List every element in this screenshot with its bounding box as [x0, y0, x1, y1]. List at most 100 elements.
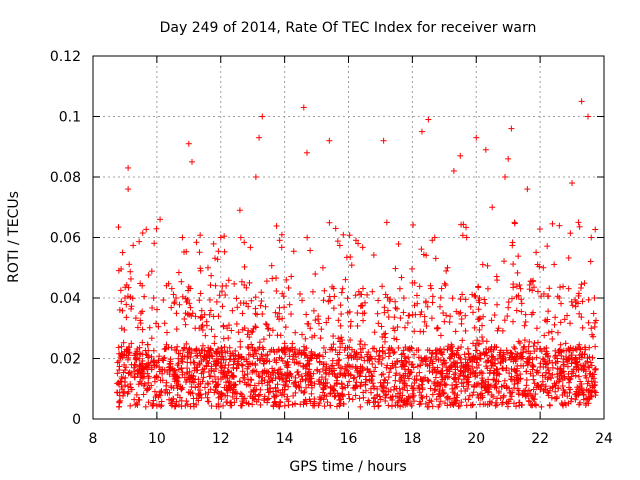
- scatter-point: [478, 383, 485, 390]
- scatter-point: [327, 383, 334, 390]
- scatter-point: [557, 341, 564, 348]
- scatter-point: [504, 403, 511, 410]
- scatter-point: [494, 277, 501, 284]
- data-point: [118, 325, 125, 332]
- scatter-point: [437, 294, 444, 301]
- scatter-point: [361, 299, 368, 306]
- scatter-point: [458, 380, 465, 387]
- scatter-point: [536, 226, 543, 233]
- scatter-point: [224, 375, 231, 382]
- scatter-point: [199, 326, 206, 333]
- scatter-point: [323, 319, 330, 326]
- scatter-point: [494, 301, 501, 308]
- scatter-point: [338, 289, 345, 296]
- scatter-point: [379, 387, 386, 394]
- scatter-point: [532, 391, 539, 398]
- scatter-point: [561, 374, 568, 381]
- scatter-point: [308, 350, 315, 357]
- scatter-point: [136, 355, 143, 362]
- scatter-point: [516, 402, 523, 409]
- scatter-point: [531, 340, 538, 347]
- data-point: [291, 379, 298, 386]
- scatter-point: [256, 391, 263, 398]
- scatter-point: [342, 276, 349, 283]
- scatter-point: [331, 293, 338, 300]
- scatter-point: [493, 377, 500, 384]
- scatter-point: [239, 368, 246, 375]
- scatter-point: [203, 318, 210, 325]
- scatter-point: [218, 360, 225, 367]
- scatter-point: [252, 305, 259, 312]
- scatter-point: [569, 302, 576, 309]
- scatter-point: [344, 367, 351, 374]
- scatter-point: [199, 378, 206, 385]
- scatter-point: [127, 275, 134, 282]
- scatter-point: [510, 344, 517, 351]
- scatter-point: [213, 360, 220, 367]
- scatter-point: [188, 378, 195, 385]
- scatter-point: [237, 300, 244, 307]
- scatter-point: [458, 359, 465, 366]
- scatter-point: [442, 359, 449, 366]
- scatter-point: [584, 355, 591, 362]
- scatter-point: [401, 324, 408, 331]
- scatter-point: [584, 380, 591, 387]
- scatter-point: [244, 370, 251, 377]
- scatter-point: [557, 319, 564, 326]
- scatter-point: [272, 309, 279, 316]
- scatter-point: [573, 393, 580, 400]
- scatter-point: [481, 351, 488, 358]
- scatter-point: [232, 381, 239, 388]
- scatter-point: [306, 360, 313, 367]
- scatter-point: [579, 324, 586, 331]
- scatter-point: [384, 362, 391, 369]
- scatter-point: [520, 344, 527, 351]
- scatter-point: [208, 272, 215, 279]
- scatter-point: [354, 356, 361, 363]
- scatter-point: [424, 303, 431, 310]
- scatter-point: [382, 291, 389, 298]
- scatter-point: [113, 389, 120, 396]
- scatter-point: [161, 346, 168, 353]
- scatter-point: [120, 388, 127, 395]
- scatter-point: [500, 392, 507, 399]
- y-tick-label: 0.1: [59, 110, 81, 126]
- scatter-point: [219, 288, 226, 295]
- scatter-point: [131, 368, 138, 375]
- scatter-point: [427, 282, 434, 289]
- scatter-point: [243, 284, 250, 291]
- scatter-point: [519, 392, 526, 399]
- scatter-point: [296, 347, 303, 354]
- scatter-point: [577, 285, 584, 292]
- scatter-point: [356, 395, 363, 402]
- data-point: [160, 355, 167, 362]
- scatter-point: [126, 369, 133, 376]
- scatter-point: [156, 364, 163, 371]
- scatter-point: [224, 392, 231, 399]
- scatter-point: [206, 311, 213, 318]
- scatter-point: [256, 373, 263, 380]
- scatter-point: [310, 307, 317, 314]
- scatter-point: [131, 373, 138, 380]
- scatter-point: [464, 373, 471, 380]
- scatter-point: [302, 377, 309, 384]
- scatter-point: [350, 385, 357, 392]
- scatter-point: [166, 367, 173, 374]
- y-tick-label: 0.02: [50, 352, 81, 368]
- scatter-point: [530, 386, 537, 393]
- scatter-point: [370, 395, 377, 402]
- scatter-point: [207, 386, 214, 393]
- scatter-point: [400, 347, 407, 354]
- scatter-point: [577, 346, 584, 353]
- scatter-point: [198, 358, 205, 365]
- scatter-point: [124, 390, 131, 397]
- scatter-point: [193, 239, 200, 246]
- scatter-point: [299, 297, 306, 304]
- scatter-point: [148, 366, 155, 373]
- scatter-point: [507, 389, 514, 396]
- scatter-point: [283, 362, 290, 369]
- scatter-point: [512, 350, 519, 357]
- scatter-point: [470, 355, 477, 362]
- scatter-point: [258, 298, 265, 305]
- scatter-point: [276, 237, 283, 244]
